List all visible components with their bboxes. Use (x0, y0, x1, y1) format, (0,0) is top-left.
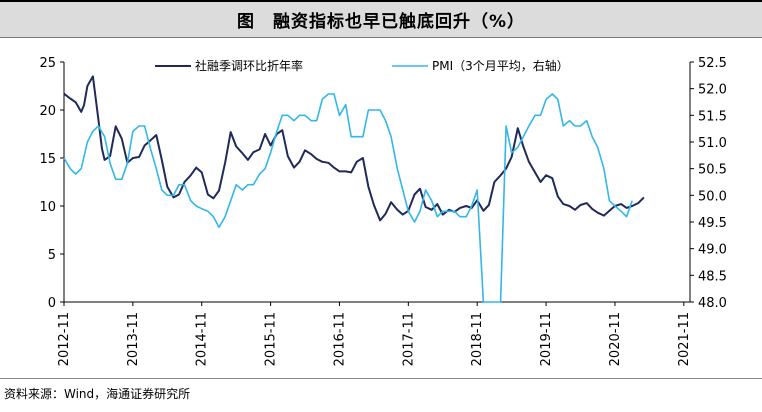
x-tick-label: 2020-11 (608, 312, 623, 366)
x-tick-label: 2016-11 (332, 312, 347, 366)
series-line-pmi (63, 93, 633, 303)
right-y-tick-label: 48.0 (698, 296, 727, 311)
left-y-tick-label: 25 (39, 56, 56, 71)
left-y-tick-label: 5 (48, 248, 56, 263)
series-line-tsf (63, 75, 645, 222)
x-tick-label: 2021-11 (677, 312, 692, 366)
x-tick-label: 2012-11 (57, 312, 72, 366)
chart-title: 图 融资指标也早已触底回升（%） (0, 0, 762, 38)
right-y-tick-label: 50.0 (698, 189, 727, 204)
right-y-tick-label: 52.5 (698, 56, 727, 71)
legend-pmi-label: PMI（3个月平均，右轴） (432, 58, 569, 73)
left-y-tick-label: 0 (48, 296, 56, 311)
left-y-tick-label: 10 (39, 200, 56, 215)
source-note: 资料来源：Wind，海通证券研究所 (4, 387, 191, 401)
legend-tsf-label: 社融季调环比折年率 (195, 58, 303, 73)
right-y-tick-label: 51.5 (698, 109, 727, 124)
axes: 0 5 10 15 20 25 48.0 48.5 49.0 49.5 50.0 50.5 51.0 51… (39, 56, 727, 366)
x-tick-label: 2015-11 (264, 312, 279, 366)
x-tick-label: 2013-11 (126, 312, 141, 366)
right-y-tick-label: 51.0 (698, 136, 727, 151)
left-y-tick-label: 20 (39, 104, 56, 119)
chart-svg: 0 5 10 15 20 25 48.0 48.5 49.0 49.5 50.0 50.5 51.0 51… (39, 56, 727, 366)
right-y-tick-label: 49.5 (698, 216, 727, 231)
right-y-tick-label: 49.0 (698, 243, 727, 258)
bottom-divider (0, 378, 762, 379)
left-y-tick-label: 15 (39, 152, 56, 167)
x-tick-label: 2017-11 (401, 312, 416, 366)
x-tick-label: 2018-11 (470, 312, 485, 366)
right-y-tick-label: 50.5 (698, 163, 727, 178)
right-y-tick-label: 48.5 (698, 269, 727, 284)
legend: 社融季调环比折年率 PMI（3个月平均，右轴） (155, 58, 569, 73)
x-tick-label: 2014-11 (195, 312, 210, 366)
right-y-tick-label: 52.0 (698, 83, 727, 98)
x-tick-label: 2019-11 (539, 312, 554, 366)
series-lines (63, 75, 645, 303)
